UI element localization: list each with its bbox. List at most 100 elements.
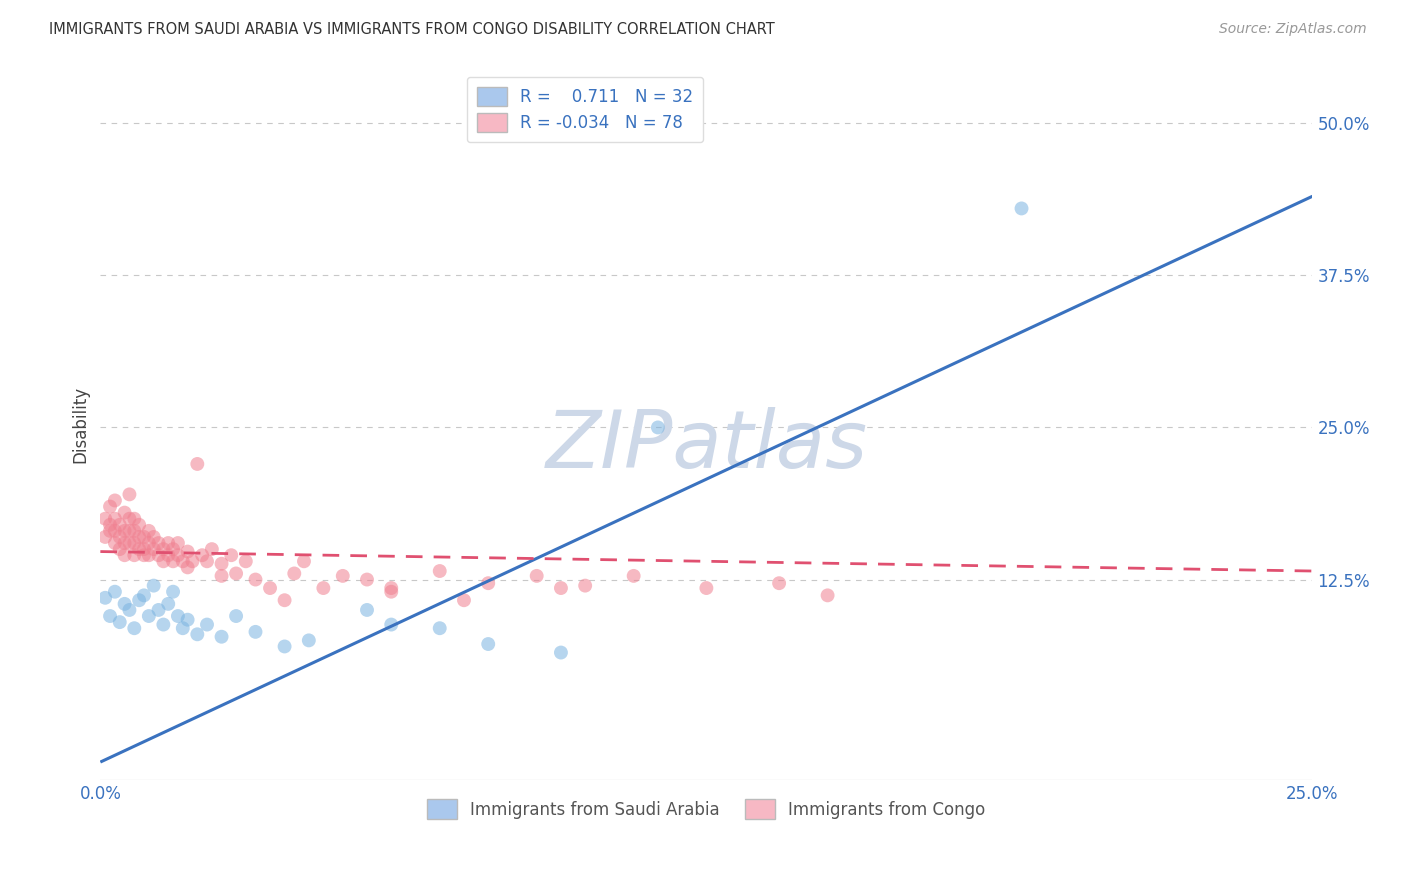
Point — [162, 554, 184, 568]
Point — [211, 630, 233, 644]
Point — [142, 530, 165, 544]
Point — [623, 569, 645, 583]
Point — [114, 506, 136, 520]
Point — [195, 554, 218, 568]
Point — [380, 581, 402, 595]
Point — [283, 566, 305, 581]
Point — [356, 573, 378, 587]
Point — [292, 554, 315, 568]
Point — [94, 530, 117, 544]
Point — [148, 603, 170, 617]
Point — [132, 588, 155, 602]
Point — [429, 621, 451, 635]
Point — [312, 581, 335, 595]
Point — [181, 554, 204, 568]
Point — [104, 493, 127, 508]
Point — [114, 524, 136, 538]
Point — [114, 548, 136, 562]
Point — [114, 536, 136, 550]
Point — [128, 542, 150, 557]
Point — [526, 569, 548, 583]
Point — [104, 584, 127, 599]
Point — [176, 560, 198, 574]
Point — [817, 588, 839, 602]
Point — [574, 579, 596, 593]
Point — [128, 517, 150, 532]
Point — [138, 548, 160, 562]
Point — [104, 512, 127, 526]
Point — [332, 569, 354, 583]
Point — [157, 548, 180, 562]
Point — [380, 617, 402, 632]
Point — [162, 584, 184, 599]
Point — [356, 603, 378, 617]
Point — [138, 609, 160, 624]
Text: IMMIGRANTS FROM SAUDI ARABIA VS IMMIGRANTS FROM CONGO DISABILITY CORRELATION CHA: IMMIGRANTS FROM SAUDI ARABIA VS IMMIGRAN… — [49, 22, 775, 37]
Point — [94, 591, 117, 605]
Text: ZIPatlas: ZIPatlas — [546, 407, 868, 484]
Point — [128, 593, 150, 607]
Point — [550, 646, 572, 660]
Point — [132, 530, 155, 544]
Point — [98, 500, 121, 514]
Point — [380, 584, 402, 599]
Point — [477, 637, 499, 651]
Point — [152, 617, 174, 632]
Point — [152, 542, 174, 557]
Point — [118, 512, 141, 526]
Legend: Immigrants from Saudi Arabia, Immigrants from Congo: Immigrants from Saudi Arabia, Immigrants… — [420, 793, 993, 825]
Point — [477, 576, 499, 591]
Point — [172, 554, 194, 568]
Point — [1011, 202, 1033, 216]
Point — [157, 536, 180, 550]
Point — [118, 524, 141, 538]
Point — [138, 536, 160, 550]
Point — [108, 542, 131, 557]
Point — [211, 557, 233, 571]
Point — [104, 536, 127, 550]
Point — [167, 548, 190, 562]
Point — [108, 517, 131, 532]
Point — [172, 621, 194, 635]
Point — [298, 633, 321, 648]
Point — [124, 512, 146, 526]
Point — [186, 627, 208, 641]
Point — [201, 542, 224, 557]
Point — [132, 548, 155, 562]
Point — [245, 624, 267, 639]
Point — [124, 536, 146, 550]
Point — [152, 554, 174, 568]
Point — [138, 524, 160, 538]
Point — [98, 517, 121, 532]
Point — [148, 548, 170, 562]
Point — [195, 617, 218, 632]
Point — [132, 542, 155, 557]
Point — [148, 536, 170, 550]
Point — [768, 576, 790, 591]
Point — [273, 640, 295, 654]
Text: Source: ZipAtlas.com: Source: ZipAtlas.com — [1219, 22, 1367, 37]
Point — [118, 536, 141, 550]
Point — [104, 524, 127, 538]
Point — [695, 581, 717, 595]
Point — [259, 581, 281, 595]
Point — [162, 542, 184, 557]
Point — [124, 548, 146, 562]
Point — [94, 512, 117, 526]
Point — [225, 609, 247, 624]
Point — [273, 593, 295, 607]
Point — [124, 524, 146, 538]
Point — [108, 615, 131, 629]
Point — [219, 548, 242, 562]
Point — [118, 487, 141, 501]
Point — [142, 579, 165, 593]
Point — [142, 542, 165, 557]
Point — [98, 524, 121, 538]
Point — [124, 621, 146, 635]
Point — [550, 581, 572, 595]
Point — [128, 530, 150, 544]
Point — [157, 597, 180, 611]
Point — [191, 548, 214, 562]
Point — [211, 569, 233, 583]
Point — [245, 573, 267, 587]
